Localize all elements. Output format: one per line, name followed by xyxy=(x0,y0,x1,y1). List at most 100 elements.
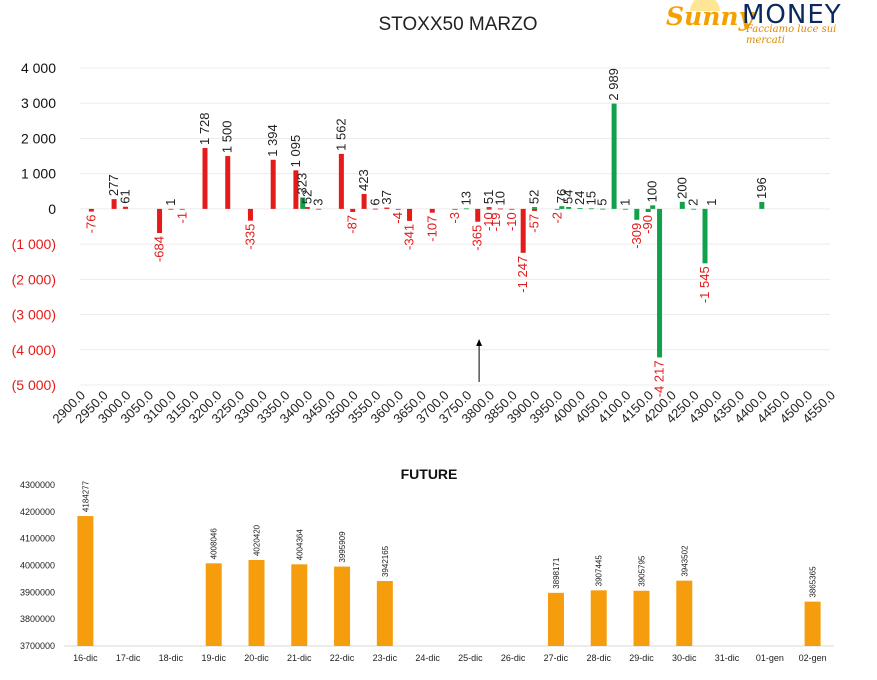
bar-red xyxy=(270,159,276,209)
bar-red xyxy=(338,153,344,209)
bar-red xyxy=(475,208,481,222)
future-y-tick-label: 4000000 xyxy=(20,561,55,571)
data-label: 1 xyxy=(163,199,178,206)
data-label: 2 xyxy=(686,199,701,206)
data-label: 323 xyxy=(295,173,310,195)
sun-icon xyxy=(690,0,720,11)
data-label: 52 xyxy=(527,190,542,204)
future-price-chart: FUTURE 3700000 3800000 3900000 4000000 410000… xyxy=(20,466,834,663)
future-y-tick-label: 3700000 xyxy=(20,641,55,651)
future-x-tick-label: 16-dic xyxy=(73,653,98,663)
bar-green xyxy=(759,201,765,209)
data-label: -1 545 xyxy=(697,266,712,303)
data-label: 52 xyxy=(299,190,314,204)
future-x-tick-label: 01-gen xyxy=(756,653,784,663)
future-bar xyxy=(376,581,393,646)
data-label: 277 xyxy=(106,174,121,196)
future-x-tick-label: 28-dic xyxy=(586,653,611,663)
bar-green xyxy=(657,208,663,358)
data-label: 1 xyxy=(617,199,632,206)
data-label: 1 728 xyxy=(197,112,212,145)
future-x-tick-label: 30-dic xyxy=(672,653,697,663)
bar-red xyxy=(247,208,253,221)
future-data-label: 3942165 xyxy=(381,545,390,577)
bar-red xyxy=(361,193,367,209)
future-data-label: 3865365 xyxy=(809,566,818,598)
data-label: -90 xyxy=(640,215,655,234)
bar-red xyxy=(429,208,435,213)
future-x-tick-label: 27-dic xyxy=(544,653,569,663)
future-x-tick-label: 18-dic xyxy=(159,653,184,663)
future-x-tick-label: 23-dic xyxy=(373,653,398,663)
data-label: -76 xyxy=(83,215,98,234)
y-tick-label: (5 000) xyxy=(12,377,56,393)
data-label: 6 xyxy=(367,198,382,205)
bar-green xyxy=(634,208,640,220)
bar-green xyxy=(702,208,708,264)
bar-red xyxy=(486,207,492,209)
future-data-label: 3943502 xyxy=(680,545,689,577)
bar-green xyxy=(577,208,583,209)
data-label: -107 xyxy=(424,216,439,242)
bar-red xyxy=(225,156,231,209)
data-label: 37 xyxy=(379,190,394,204)
data-label: 2 989 xyxy=(606,68,621,101)
future-y-tick-label: 4100000 xyxy=(20,534,55,544)
future-title: FUTURE xyxy=(401,466,458,482)
future-data-label: 3898171 xyxy=(552,557,561,589)
bar-green xyxy=(622,208,628,210)
y-tick-label: 1 000 xyxy=(21,166,56,182)
data-label: 61 xyxy=(117,189,132,203)
data-label: -19 xyxy=(488,213,503,232)
bar-green xyxy=(691,208,697,210)
future-x-tick-label: 21-dic xyxy=(287,653,312,663)
bar-red xyxy=(509,208,515,210)
bar-green xyxy=(300,197,306,209)
future-x-tick-label: 22-dic xyxy=(330,653,355,663)
bar-green xyxy=(650,205,656,209)
future-bar xyxy=(77,516,94,646)
data-label: 15 xyxy=(583,191,598,205)
bar-green xyxy=(463,208,469,210)
future-bar xyxy=(547,592,564,646)
data-label: 196 xyxy=(754,177,769,199)
bar-red xyxy=(168,208,174,210)
data-label: -309 xyxy=(629,223,644,249)
logo-sunny-text: Sunny xyxy=(666,2,754,31)
future-data-label: 4008046 xyxy=(210,528,219,560)
bar-green xyxy=(645,208,651,213)
future-bar xyxy=(633,590,650,646)
future-bar xyxy=(676,580,693,646)
bar-red xyxy=(395,208,401,210)
bar-red xyxy=(293,170,299,209)
y-tick-label: (2 000) xyxy=(12,271,56,287)
bar-green xyxy=(611,103,617,209)
bar-green xyxy=(486,208,492,210)
future-x-tick-label: 26-dic xyxy=(501,653,526,663)
data-label: -341 xyxy=(402,224,417,250)
bar-red xyxy=(407,208,413,221)
data-label: 200 xyxy=(674,177,689,199)
data-label: -335 xyxy=(242,224,257,250)
bar-green xyxy=(588,208,594,210)
data-label: -2 xyxy=(549,212,564,224)
data-label: 1 562 xyxy=(333,118,348,151)
y-tick-label: 3 000 xyxy=(21,95,56,111)
data-label: 1 xyxy=(704,199,719,206)
future-y-tick-label: 4300000 xyxy=(20,480,55,490)
data-label: -1 xyxy=(174,212,189,224)
future-bar xyxy=(205,563,222,646)
bar-green xyxy=(559,206,565,209)
bar-green xyxy=(600,208,606,210)
bar-green xyxy=(679,201,685,209)
bar-red xyxy=(520,208,526,253)
future-data-label: 3995909 xyxy=(338,531,347,563)
future-x-tick-label: 29-dic xyxy=(629,653,654,663)
data-label: 51 xyxy=(481,190,496,204)
bar-red xyxy=(304,207,310,209)
bar-green xyxy=(554,208,560,210)
future-data-label: 3905795 xyxy=(638,555,647,587)
data-label: -57 xyxy=(527,214,542,233)
future-bar xyxy=(248,560,265,646)
bar-green xyxy=(566,206,572,209)
